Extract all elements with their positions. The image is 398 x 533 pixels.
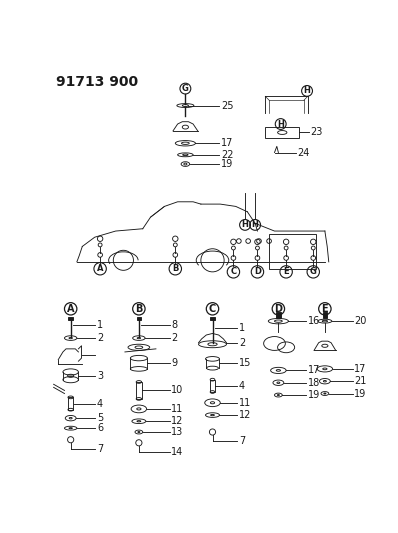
- Text: H: H: [252, 220, 259, 229]
- Text: 2: 2: [239, 338, 245, 348]
- Text: 1: 1: [239, 323, 245, 333]
- Text: 19: 19: [221, 159, 233, 169]
- Text: B: B: [172, 264, 178, 273]
- Text: B: B: [135, 304, 142, 314]
- Text: 7: 7: [97, 444, 103, 454]
- Text: 4: 4: [239, 381, 245, 391]
- Bar: [210, 317, 215, 320]
- Text: 19: 19: [354, 389, 367, 399]
- Text: 12: 12: [239, 410, 251, 420]
- Text: 13: 13: [172, 427, 183, 437]
- Text: E: E: [322, 304, 328, 314]
- Text: 11: 11: [239, 398, 251, 408]
- Text: D: D: [274, 304, 282, 314]
- Text: 2: 2: [97, 333, 103, 343]
- Text: 18: 18: [308, 378, 320, 387]
- Text: H: H: [304, 86, 310, 95]
- Text: 23: 23: [310, 127, 322, 138]
- Text: 17: 17: [221, 138, 233, 148]
- Text: A: A: [97, 264, 103, 273]
- Text: A: A: [67, 304, 74, 314]
- Text: 19: 19: [308, 390, 320, 400]
- Text: C: C: [230, 268, 236, 276]
- Text: 3: 3: [97, 371, 103, 381]
- Text: 22: 22: [221, 150, 234, 160]
- Text: G: G: [182, 84, 189, 93]
- Text: 9: 9: [172, 359, 178, 368]
- Text: 5: 5: [97, 413, 103, 423]
- Text: 14: 14: [172, 447, 183, 457]
- Bar: [68, 398, 73, 410]
- Text: 91713 900: 91713 900: [56, 75, 138, 88]
- Text: 6: 6: [97, 423, 103, 433]
- Bar: [269, 234, 316, 269]
- Bar: [265, 127, 299, 138]
- Text: 12: 12: [172, 416, 184, 426]
- Bar: [322, 312, 327, 318]
- Text: 20: 20: [354, 316, 367, 326]
- Text: 2: 2: [172, 333, 178, 343]
- Text: 15: 15: [239, 359, 251, 368]
- Bar: [276, 312, 281, 318]
- Text: C: C: [209, 304, 216, 314]
- Text: 10: 10: [172, 385, 183, 395]
- Text: 4: 4: [97, 399, 103, 408]
- Text: H: H: [242, 220, 248, 229]
- Bar: [137, 317, 141, 320]
- Text: H: H: [277, 119, 284, 128]
- Text: 24: 24: [298, 148, 310, 158]
- Text: 8: 8: [172, 320, 178, 330]
- Bar: [136, 382, 142, 399]
- Text: D: D: [254, 268, 261, 276]
- Text: G: G: [310, 268, 317, 276]
- Text: 11: 11: [172, 404, 183, 414]
- Bar: [210, 379, 215, 392]
- Text: 16: 16: [308, 316, 320, 326]
- Text: 17: 17: [354, 364, 367, 374]
- Text: E: E: [283, 268, 289, 276]
- Text: 17: 17: [308, 366, 320, 375]
- Text: 21: 21: [354, 376, 367, 386]
- Bar: [68, 317, 73, 320]
- Text: 7: 7: [239, 436, 245, 446]
- Text: 1: 1: [97, 320, 103, 330]
- Text: 25: 25: [221, 101, 234, 110]
